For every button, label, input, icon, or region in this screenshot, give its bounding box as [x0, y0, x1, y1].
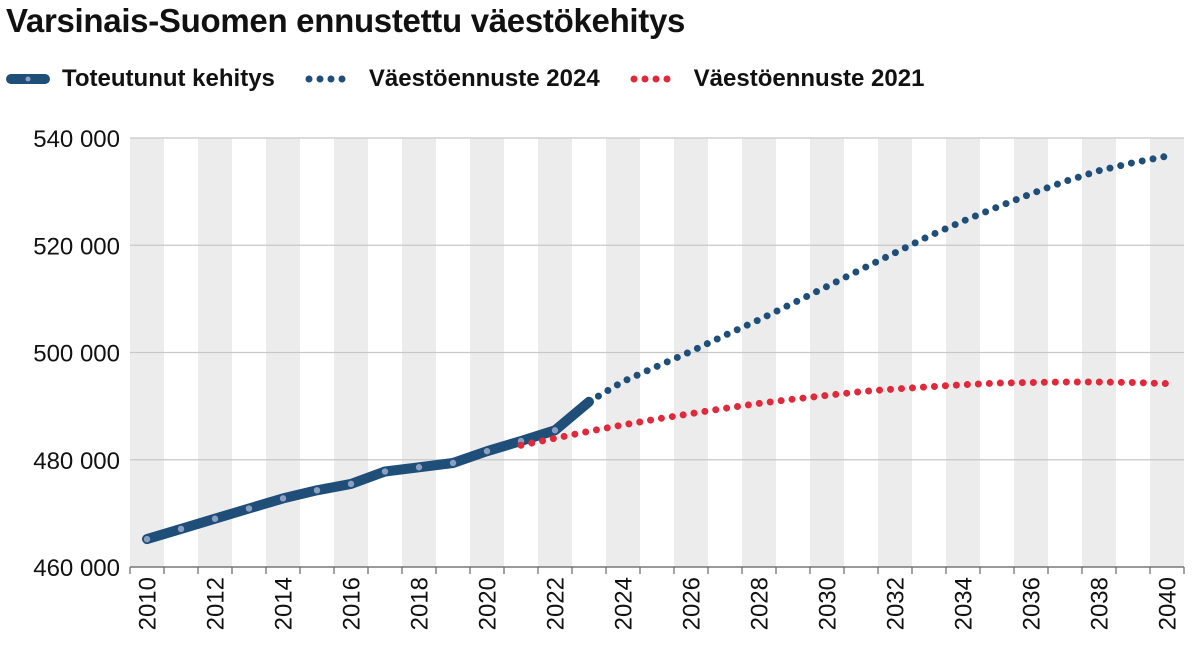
legend-label-ennuste-2021: Väestöennuste 2021 — [693, 65, 925, 92]
data-point-toteutunut — [177, 525, 185, 533]
legend-swatch-dotted-red — [630, 75, 682, 83]
series-line-ennuste-2024 — [585, 152, 1171, 406]
legend-item-ennuste-2024: Väestöennuste 2024 — [305, 65, 600, 93]
series-line-ennuste-2021 — [517, 378, 1171, 449]
x-tick-label: 2022 — [542, 577, 569, 630]
data-point-toteutunut — [143, 535, 151, 543]
data-point-toteutunut — [449, 459, 457, 467]
x-tick-label: 2010 — [134, 577, 161, 630]
y-tick-label: 460 000 — [33, 555, 120, 582]
x-tick-label: 2018 — [406, 577, 433, 630]
x-tick-label: 2012 — [202, 577, 229, 630]
legend: Toteutunut kehitys Väestöennuste 2024 Vä… — [6, 62, 954, 96]
x-tick-label: 2024 — [610, 577, 637, 630]
x-tick-label: 2034 — [950, 577, 977, 630]
legend-label-toteutunut: Toteutunut kehitys — [62, 65, 275, 92]
data-point-toteutunut — [347, 480, 355, 488]
x-tick-label: 2036 — [1018, 577, 1045, 630]
x-tick-label: 2014 — [270, 577, 297, 630]
x-tick-label: 2028 — [746, 577, 773, 630]
data-point-toteutunut — [415, 464, 423, 471]
y-tick-label: 500 000 — [33, 341, 120, 368]
y-tick-label: 540 000 — [33, 126, 120, 153]
data-point-toteutunut — [381, 468, 389, 475]
x-tick-label: 2016 — [338, 577, 365, 630]
data-point-toteutunut — [483, 447, 491, 455]
x-tick-label: 2030 — [814, 577, 841, 630]
data-point-toteutunut — [211, 515, 219, 522]
legend-swatch-dotted-blue — [305, 75, 357, 83]
x-tick-label: 2040 — [1154, 577, 1181, 630]
x-tick-label: 2032 — [882, 577, 909, 630]
x-tick-label: 2038 — [1086, 577, 1113, 630]
data-point-toteutunut — [313, 487, 321, 494]
series-line-toteutunut — [142, 396, 594, 545]
x-tick-label: 2026 — [678, 577, 705, 630]
legend-swatch-solid — [6, 74, 50, 84]
data-point-toteutunut — [551, 427, 559, 434]
chart-title: Varsinais-Suomen ennustettu väestökehity… — [6, 2, 686, 39]
legend-item-ennuste-2021: Väestöennuste 2021 — [630, 65, 925, 93]
data-point-toteutunut — [245, 505, 253, 512]
y-tick-label: 520 000 — [33, 233, 120, 260]
y-tick-label: 480 000 — [33, 448, 120, 475]
legend-label-ennuste-2024: Väestöennuste 2024 — [368, 65, 600, 92]
data-point-toteutunut — [279, 495, 287, 502]
legend-item-toteutunut: Toteutunut kehitys — [6, 65, 275, 93]
x-tick-label: 2020 — [474, 577, 501, 630]
